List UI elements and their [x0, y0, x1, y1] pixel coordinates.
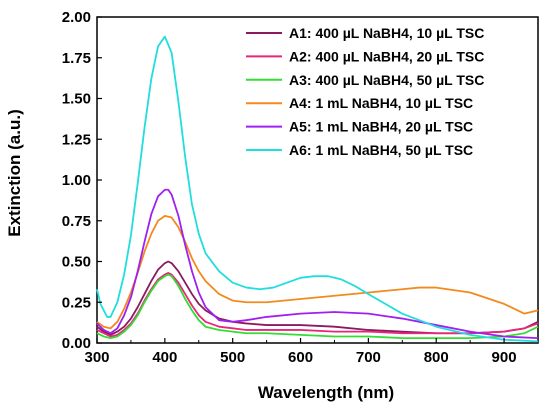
series-line-a5 — [96, 188, 539, 340]
y-axis-title: Extinction (a.u.) — [5, 109, 24, 237]
x-axis-title: Wavelength (nm) — [258, 383, 394, 402]
legend-label-a4: A4: 1 mL NaBH4, 10 µL TSC — [289, 95, 473, 111]
y-tick-label: 1.50 — [62, 91, 91, 108]
x-tick-label: 500 — [220, 349, 245, 366]
series-line-a2 — [96, 272, 539, 338]
x-axis: 300 400 500 600 700 800 900 — [84, 338, 517, 366]
series-line-a6 — [96, 35, 539, 343]
plot-border — [96, 16, 539, 344]
series-line-a1 — [96, 260, 539, 336]
legend-label-a1: A1: 400 µL NaBH4, 10 µL TSC — [289, 25, 484, 41]
y-tick-label: 0.50 — [62, 254, 91, 271]
series-line-a3 — [96, 273, 539, 340]
legend-label-a3: A3: 400 µL NaBH4, 50 µL TSC — [289, 72, 484, 88]
series-line-a4 — [96, 214, 539, 330]
x-tick-label: 300 — [84, 349, 109, 366]
series-layer — [96, 35, 539, 343]
x-tick-label: 800 — [424, 349, 449, 366]
plot-frame — [96, 16, 539, 344]
x-tick-label: 600 — [288, 349, 313, 366]
y-tick-label: 1.00 — [62, 172, 91, 189]
y-tick-label: 1.25 — [62, 131, 91, 148]
legend-label-a5: A5: 1 mL NaBH4, 20 µL TSC — [289, 119, 473, 135]
legend: A1: 400 µL NaBH4, 10 µL TSC A2: 400 µL Na… — [246, 25, 484, 158]
legend-label-a2: A2: 400 µL NaBH4, 20 µL TSC — [289, 48, 484, 64]
y-tick-label: 1.75 — [62, 50, 91, 67]
y-tick-label: 0.75 — [62, 213, 91, 230]
y-tick-label: 0.25 — [62, 294, 91, 311]
y-tick-label: 2.00 — [62, 9, 91, 26]
x-tick-label: 400 — [152, 349, 177, 366]
y-tick-label: 0.00 — [62, 335, 91, 352]
legend-label-a6: A6: 1 mL NaBH4, 50 µL TSC — [289, 142, 473, 158]
y-axis: 0.00 0.25 0.50 0.75 1.00 1.25 1.50 1.75 2.00 — [62, 9, 102, 352]
x-tick-label: 700 — [356, 349, 381, 366]
x-tick-label: 900 — [492, 349, 517, 366]
